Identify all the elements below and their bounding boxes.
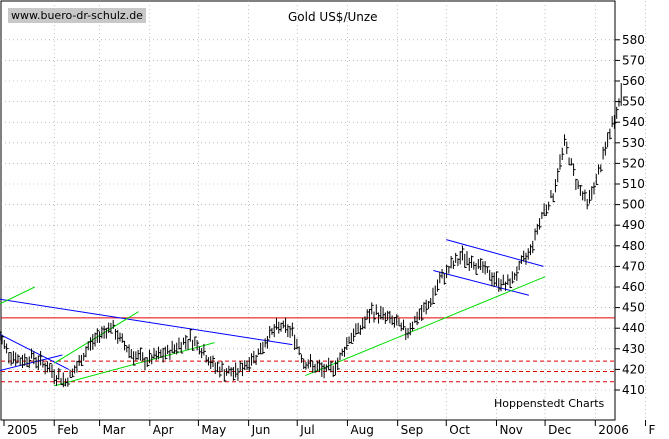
x-tick-label: Jun — [251, 423, 271, 437]
y-tick-label: 500 — [622, 198, 645, 212]
y-tick-label: 440 — [622, 321, 645, 335]
y-tick-label: 470 — [622, 259, 645, 273]
y-tick-label: 480 — [622, 239, 645, 253]
y-tick-label: 570 — [622, 53, 645, 67]
y-tick-label: 520 — [622, 156, 645, 170]
y-tick-label: 450 — [622, 301, 645, 315]
y-tick-label: 550 — [622, 95, 645, 109]
watermark-label[interactable]: www.buero-dr-schulz.de — [8, 8, 146, 23]
y-tick-label: 420 — [622, 362, 645, 376]
y-tick-label: 540 — [622, 115, 645, 129]
x-tick-label: 2006 — [598, 423, 629, 437]
x-tick-label: Nov — [499, 423, 522, 437]
y-tick-label: 530 — [622, 136, 645, 150]
trendline-blue — [433, 270, 530, 296]
y-tick-label: 410 — [622, 383, 645, 397]
plot-frame — [0, 0, 616, 421]
x-tick-label: Jul — [299, 423, 314, 437]
y-tick-label: 490 — [622, 218, 645, 232]
source-label: Hoppenstedt Charts — [494, 397, 605, 410]
y-tick-label: 460 — [622, 280, 645, 294]
trendline-blue — [0, 298, 293, 346]
x-tick-label: Feb — [57, 423, 78, 437]
trendline-green — [305, 276, 546, 377]
x-tick-label: Aug — [350, 423, 373, 437]
trendline-green — [0, 286, 35, 305]
x-tick-label: F — [649, 423, 656, 437]
x-tick-label: 2005 — [7, 423, 38, 437]
x-tick-label: May — [201, 423, 226, 437]
x-tick-label: Apr — [153, 423, 174, 437]
y-tick-label: 510 — [622, 177, 645, 191]
y-tick-label: 580 — [622, 33, 645, 47]
y-tick-label: 560 — [622, 74, 645, 88]
trendline-blue — [446, 239, 544, 267]
x-tick-label: Mar — [103, 423, 126, 437]
chart-title: Gold US$/Unze — [288, 10, 378, 24]
x-tick-label: Sep — [401, 423, 424, 437]
x-tick-label: Oct — [449, 423, 470, 437]
x-tick-label: Dec — [548, 423, 571, 437]
trendline-blue — [0, 333, 70, 370]
trendline-green — [54, 342, 215, 387]
y-tick-label: 430 — [622, 342, 645, 356]
trendline-green — [53, 311, 139, 364]
